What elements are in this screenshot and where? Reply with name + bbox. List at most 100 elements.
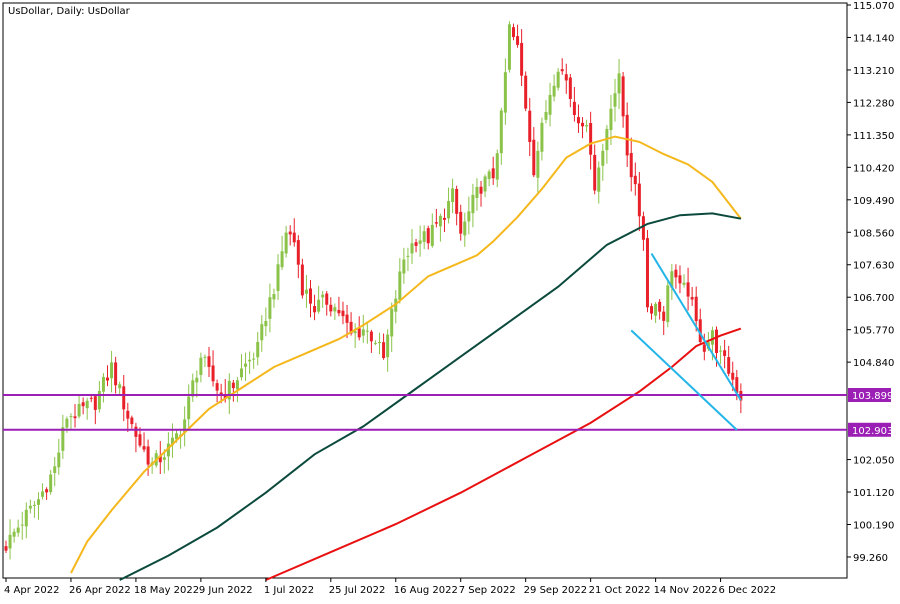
candle xyxy=(516,24,520,48)
candle-body xyxy=(20,524,24,526)
y-tick-label: 104.840 xyxy=(853,358,894,369)
candle xyxy=(353,323,357,349)
candle xyxy=(572,87,576,122)
candle xyxy=(430,213,434,248)
candle-body xyxy=(645,238,649,308)
candle xyxy=(552,74,556,102)
candle-body xyxy=(536,150,540,178)
candle xyxy=(528,98,532,157)
candle-body xyxy=(552,85,556,97)
candle xyxy=(386,329,390,372)
candle-body xyxy=(211,365,215,382)
candle-body xyxy=(264,320,268,327)
candle xyxy=(309,280,312,318)
candle xyxy=(658,299,662,320)
candle xyxy=(333,303,337,320)
candle-body xyxy=(256,341,260,358)
candle xyxy=(264,307,268,337)
candle xyxy=(101,373,105,403)
candle xyxy=(499,107,503,165)
candle xyxy=(89,395,93,403)
candle-body xyxy=(365,330,369,332)
candle xyxy=(325,291,329,316)
candle-body xyxy=(442,217,446,220)
candle xyxy=(564,63,568,94)
candle-body xyxy=(223,393,227,399)
candle xyxy=(548,82,552,127)
y-tick-label: 113.210 xyxy=(853,66,894,77)
candle xyxy=(491,156,495,185)
candle-body xyxy=(49,474,53,493)
candle xyxy=(187,384,191,431)
candle xyxy=(36,492,40,520)
candle xyxy=(625,102,629,168)
candle-body xyxy=(593,154,597,191)
candle xyxy=(248,351,252,374)
candle xyxy=(463,212,467,247)
candle-body xyxy=(373,343,377,345)
candle xyxy=(337,296,341,317)
candle xyxy=(369,329,373,353)
trend-line[interactable] xyxy=(650,253,742,401)
candle-body xyxy=(357,328,361,338)
candle xyxy=(252,352,256,369)
candle-body xyxy=(89,397,93,399)
x-tick-label: 9 Jun 2022 xyxy=(199,585,253,596)
candle-body xyxy=(16,527,20,533)
candle xyxy=(576,104,580,133)
candle-body xyxy=(597,167,601,192)
candle xyxy=(118,381,122,395)
candle xyxy=(719,345,723,364)
candle xyxy=(532,127,536,178)
candle-body xyxy=(239,368,243,378)
level-price-badge xyxy=(848,388,891,403)
candle xyxy=(77,395,81,419)
x-tick-label: 26 Apr 2022 xyxy=(69,585,131,596)
candle xyxy=(682,274,686,288)
candle-body xyxy=(731,372,735,380)
candle-body xyxy=(426,228,430,244)
candle-body xyxy=(73,416,77,419)
candle-body xyxy=(572,101,576,116)
x-tick-label: 29 Sep 2022 xyxy=(524,585,587,596)
candle xyxy=(544,100,548,124)
candle-body xyxy=(158,455,162,463)
candle xyxy=(483,174,487,198)
candle xyxy=(203,354,207,367)
candle-body xyxy=(666,285,670,323)
candle xyxy=(654,302,658,323)
candle-body xyxy=(678,275,682,284)
candle-body xyxy=(386,334,390,358)
trend-line[interactable] xyxy=(630,329,738,431)
candle-body xyxy=(97,390,101,410)
candle-body xyxy=(621,76,625,117)
candle xyxy=(304,274,308,308)
candle-body xyxy=(215,383,219,391)
candle-body xyxy=(345,314,349,323)
candle-body xyxy=(516,36,520,45)
candle-body xyxy=(53,466,57,473)
candle xyxy=(134,422,138,453)
x-axis: 4 Apr 2022 26 Apr 2022 18 May 2022 9 Jun 20… xyxy=(4,578,776,596)
candle-body xyxy=(556,71,560,88)
candle xyxy=(479,181,483,207)
candle xyxy=(110,350,114,393)
candle xyxy=(641,211,645,251)
y-tick-label: 106.700 xyxy=(853,293,894,304)
candle-body xyxy=(77,403,81,417)
x-tick-label: 25 Jul 2022 xyxy=(329,585,386,596)
candle-body xyxy=(183,419,187,433)
candle xyxy=(272,288,276,308)
candle-body xyxy=(252,358,256,360)
candle xyxy=(629,137,633,192)
candle xyxy=(106,365,109,387)
candle-body xyxy=(337,309,341,314)
candle-body xyxy=(268,297,272,319)
candle-body xyxy=(471,194,475,214)
candle-body xyxy=(520,42,524,76)
candle-body xyxy=(422,231,426,242)
candle xyxy=(378,332,382,355)
candle xyxy=(678,265,682,294)
candle-body xyxy=(207,356,211,367)
candle-body xyxy=(719,350,723,352)
